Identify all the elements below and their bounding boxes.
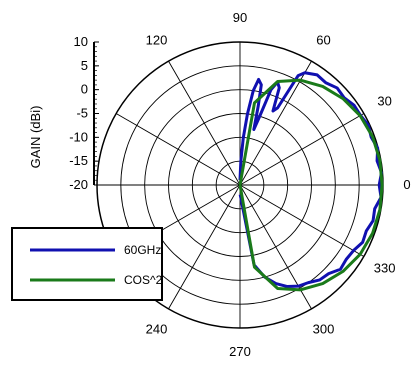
legend-label: COS^2	[124, 273, 163, 287]
series-layer	[238, 71, 384, 292]
grid-spoke	[168, 184, 241, 310]
angle-tick-label: 60	[316, 32, 330, 47]
radial-tick-label: 0	[81, 82, 88, 97]
radial-tick-label: 5	[81, 58, 88, 73]
angle-tick-label: 30	[377, 94, 391, 109]
radial-axis: 10 5 0 -5 -10 -15 -20	[69, 34, 99, 192]
angle-tick-label: 240	[146, 322, 168, 337]
angle-tick-label: 120	[146, 32, 168, 47]
radial-tick-label: -5	[76, 106, 88, 121]
grid-spoke	[168, 60, 241, 186]
angle-tick-labels: 0 30 60 90 120 240 270 300 330	[146, 10, 411, 359]
legend-label: 60GHz	[124, 243, 161, 257]
y-axis-label: GAIN (dBi)	[28, 106, 43, 169]
grid-spoke	[239, 184, 312, 310]
radial-tick-label: -10	[69, 129, 88, 144]
legend-box	[11, 227, 163, 301]
grid-spoke	[239, 113, 365, 186]
angle-tick-label: 300	[313, 322, 335, 337]
grid-spoke	[239, 184, 365, 257]
radial-tick-label: -20	[69, 177, 88, 192]
angle-tick-label: 0	[403, 177, 410, 192]
angle-tick-label: 90	[233, 10, 247, 25]
angle-tick-label: 330	[374, 261, 396, 276]
radial-tick-label: -15	[69, 153, 88, 168]
angle-tick-label: 270	[229, 344, 251, 359]
radial-tick-label: 10	[74, 34, 88, 49]
series-line-cos2	[238, 78, 384, 292]
grid-spoke	[239, 60, 312, 186]
grid-spoke	[115, 113, 241, 186]
legend: 60GHz COS^2	[11, 227, 163, 301]
